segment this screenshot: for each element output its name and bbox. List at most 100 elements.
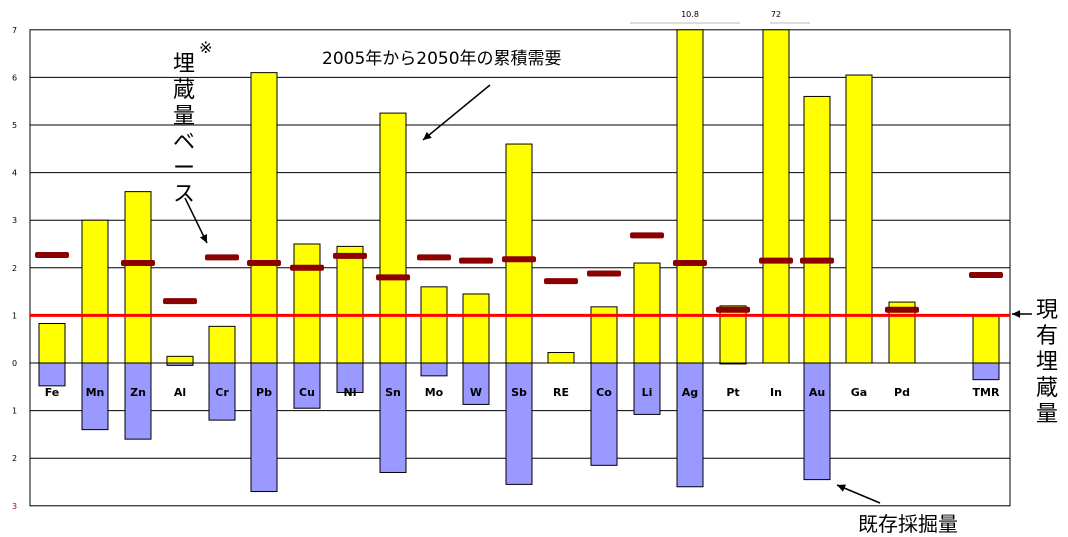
y-tick-label: 0 [12,359,17,368]
demand-bar [81,219,109,364]
demand-bar [633,262,661,364]
reserve-base-marker [35,251,69,258]
reserve-base-marker [885,306,919,313]
y-tick-label: 4 [12,169,17,178]
reserve-base-marker [502,256,536,263]
reserve-base-marker [969,271,1003,278]
category-label: TMR [973,386,1000,399]
overflow-value-label: 72 [771,10,781,19]
reserve-base-note-mark: ※ [199,38,213,57]
demand-arrow-head [423,131,432,140]
mined-bar [676,362,704,488]
category-label: Ni [344,386,357,399]
category-label: Al [174,386,186,399]
reserve-base-marker [247,260,281,267]
reserve-base-marker [800,257,834,264]
y-tick-label: 7 [12,26,17,35]
y-tick-label: 2 [12,454,17,463]
mined-bar [379,362,407,473]
demand-bar [505,143,533,364]
mined-bar [719,362,747,365]
mined-bar [972,362,1000,381]
demand-bar [293,243,321,364]
mined-bar [590,362,618,466]
demand-bar [762,29,790,364]
category-label: Co [596,386,612,399]
demand-bar [547,352,575,364]
category-label: Pb [256,386,272,399]
y-tick-label: 3 [12,216,17,225]
reserve-base-marker [759,257,793,264]
reserve-base-marker [333,252,367,259]
category-label: Zn [130,386,146,399]
current-reserves-arrow-head [1012,310,1021,318]
mined-bar [462,362,490,405]
category-label: Fe [45,386,60,399]
category-label: RE [553,386,569,399]
category-label: W [470,386,482,399]
category-label: Li [642,386,653,399]
demand-bar [38,322,66,364]
demand-bar [972,314,1000,364]
category-label: Ga [851,386,867,399]
reserve-base-arrow-head [199,234,207,243]
mined-bar [633,362,661,415]
category-label: Sb [511,386,527,399]
reserve-base-arrow [184,197,208,244]
y-tick-label: 6 [12,73,17,82]
category-label: Pt [726,386,739,399]
category-label: In [770,386,782,399]
demand-bar [379,112,407,364]
reserve-base-marker [163,298,197,305]
existing-mined-label: 既存採掘量 [858,512,958,536]
category-label: Cr [215,386,229,399]
y-tick-label: 1 [12,311,17,320]
demand-bar [420,286,448,364]
category-label: Mo [425,386,444,399]
mined-bar [293,362,321,409]
reserve-base-label: 埋蔵量ベース [172,52,195,207]
category-label: Cu [299,386,315,399]
cumulative-demand-label: 2005年から2050年の累積需要 [322,49,562,69]
mined-bar [803,362,831,481]
reserve-base-marker [376,274,410,281]
demand-bar [250,72,278,364]
reserve-base-marker [587,270,621,277]
overflow-value-label: 10.8 [681,10,699,19]
mined-bar [336,362,364,394]
mined-bar [250,362,278,493]
demand-bar [166,355,194,364]
reserve-base-marker [630,232,664,239]
mined-bar [166,362,194,366]
demand-arrow [422,84,491,141]
category-label: Pd [894,386,910,399]
demand-bar [845,74,873,364]
mined-bar [420,362,448,377]
mined-arrow-head [837,484,846,492]
demand-bar [462,293,490,364]
y-tick-label: 3 [12,502,17,511]
mined-bar [81,362,109,431]
reserve-base-marker [673,260,707,267]
demand-bar [676,29,704,364]
demand-bar [336,245,364,364]
reserve-base-marker [205,254,239,261]
category-label: Ag [682,386,698,399]
y-tick-label: 5 [12,121,17,130]
current-reserves-label: 現有埋蔵量 [1035,298,1058,427]
category-label: Mn [86,386,105,399]
reserve-base-marker [417,254,451,261]
demand-bar [208,325,236,364]
y-tick-label: 2 [12,264,17,273]
reserve-base-marker [716,306,750,313]
reserve-base-marker [290,264,324,271]
reserve-base-marker [121,260,155,267]
demand-bar [124,191,152,364]
category-label: Au [809,386,825,399]
category-label: Sn [385,386,401,399]
y-tick-label: 1 [12,407,17,416]
reserve-base-marker [459,257,493,264]
mined-bar [124,362,152,440]
mined-bar [208,362,236,421]
